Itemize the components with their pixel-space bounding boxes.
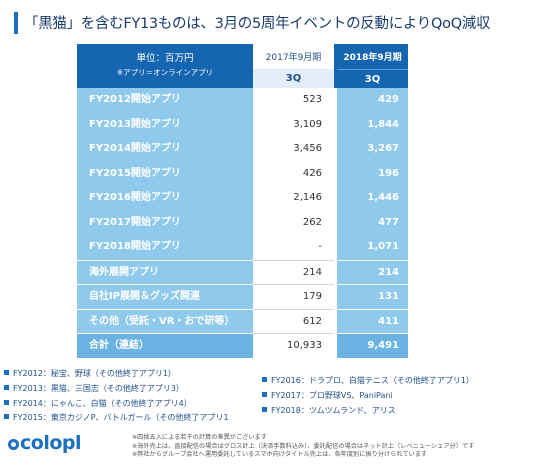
- value-2017: 214: [253, 259, 334, 284]
- table-row: FY2012開始アプリ 523 429: [77, 88, 408, 113]
- value-2017: 523: [253, 88, 334, 113]
- row-label: FY2012開始アプリ: [77, 88, 253, 113]
- legend-item: FY2016：ドラプロ、白猫テニス（その他終了アプリ1）: [262, 375, 474, 386]
- value-2018: 477: [337, 210, 408, 235]
- value-2017: 612: [253, 308, 334, 333]
- bullet-icon: [262, 392, 267, 397]
- legend-text: FY2014：にゃんこ、白猫（その他終了アプリ4）: [13, 399, 192, 408]
- table-row: 合計（連結） 10,933 9,491: [77, 333, 408, 358]
- legend-item: FY2015：東京カジノP、バトルガール（その他終了アプリ1: [4, 412, 229, 423]
- table-row: FY2017開始アプリ 262 477: [77, 210, 408, 235]
- value-2017: 2,146: [253, 186, 334, 211]
- table-row: その他（受託・VR・おで研等） 612 411: [77, 308, 408, 333]
- table-row: FY2016開始アプリ 2,146 1,446: [77, 186, 408, 211]
- value-2017: 10,933: [253, 333, 334, 358]
- value-2018: 1,071: [337, 235, 408, 260]
- bullet-icon: [4, 370, 9, 375]
- value-2017: 3,109: [253, 112, 334, 137]
- logo-ring-icon: [8, 439, 19, 450]
- table-row: 自社IP展開＆グッズ関連 179 131: [77, 284, 408, 309]
- table-header: 単位：百万円 ※アプリ＝オンラインアプリ 2017年9月期 3Q 2018年9月…: [77, 44, 408, 88]
- value-2017: 426: [253, 161, 334, 186]
- column-2017-quarter: 3Q: [253, 69, 334, 88]
- table-body: FY2012開始アプリ 523 429 FY2013開始アプリ 3,109 1,844 FY…: [77, 88, 408, 358]
- table-row: 海外展開アプリ 214 214: [77, 259, 408, 284]
- value-2018: 196: [337, 161, 408, 186]
- value-2018: 429: [337, 88, 408, 113]
- row-label: 自社IP展開＆グッズ関連: [77, 284, 253, 309]
- column-2018-quarter: 3Q: [337, 69, 408, 89]
- value-2017: 3,456: [253, 137, 334, 162]
- legend-text: FY2013：黒猫、三国志（その他終了アプリ3）: [13, 384, 184, 393]
- title-accent-bar: [14, 12, 18, 34]
- value-2018: 131: [337, 284, 408, 309]
- row-label: その他（受託・VR・おで研等）: [77, 308, 253, 333]
- legend-item: FY2012：秘宝、野球（その他終了アプリ1）: [4, 368, 176, 379]
- column-2017-period: 2017年9月期: [265, 53, 322, 63]
- bullet-icon: [262, 377, 267, 382]
- legend-text: FY2016：ドラプロ、白猫テニス（その他終了アプリ1）: [271, 376, 474, 385]
- value-2018: 1,446: [337, 186, 408, 211]
- value-2017: -: [253, 235, 334, 260]
- row-label: FY2018開始アプリ: [77, 235, 253, 260]
- logo-text: colopl: [20, 432, 82, 454]
- value-2018: 3,267: [337, 137, 408, 162]
- row-label: FY2017開始アプリ: [77, 210, 253, 235]
- bullet-icon: [262, 407, 267, 412]
- footnote-line: ※海外売上は、直接配信の場合はグロス計上（決済手数料込み）、委託配信の場合はネッ…: [132, 442, 475, 450]
- value-2017: 262: [253, 210, 334, 235]
- value-2017: 179: [253, 284, 334, 309]
- footnote-line: ※四捨五入による若干の計算の差異がございます: [132, 434, 267, 441]
- footnote-line: ※弊社からグループ会社へ運用委託しているスマホ向けタイトル売上は、各年度別に振り…: [132, 451, 428, 458]
- column-2018: 2018年9月期 3Q: [337, 44, 408, 88]
- value-2018: 411: [337, 308, 408, 333]
- table-row: FY2013開始アプリ 3,109 1,844: [77, 112, 408, 137]
- value-2018: 214: [337, 259, 408, 284]
- bullet-icon: [4, 414, 9, 419]
- row-label: 海外展開アプリ: [77, 259, 253, 284]
- legend-item: FY2013：黒猫、三国志（その他終了アプリ3）: [4, 383, 184, 394]
- bullet-icon: [4, 400, 9, 405]
- legend-text: FY2012：秘宝、野球（その他終了アプリ1）: [13, 369, 176, 378]
- colopl-logo: colopl: [8, 432, 82, 454]
- value-2018: 9,491: [337, 333, 408, 358]
- row-label: 合計（連結）: [77, 333, 253, 358]
- table-row: FY2015開始アプリ 426 196: [77, 161, 408, 186]
- bullet-icon: [4, 385, 9, 390]
- unit-label: 単位：百万円: [136, 53, 194, 64]
- table-row: FY2018開始アプリ -1,071: [77, 235, 408, 260]
- row-label: FY2013開始アプリ: [77, 112, 253, 137]
- column-2018-period: 2018年9月期: [343, 53, 402, 63]
- row-label: FY2016開始アプリ: [77, 186, 253, 211]
- legend-text: FY2017：プロ野球VS、PaniPani: [271, 391, 393, 400]
- row-label: FY2015開始アプリ: [77, 161, 253, 186]
- legend-text: FY2015：東京カジノP、バトルガール（その他終了アプリ1: [13, 413, 229, 422]
- legend-item: FY2018：ツムツムランド、アリス: [262, 405, 396, 416]
- column-2017: 2017年9月期 3Q: [253, 44, 334, 88]
- revenue-table: 単位：百万円 ※アプリ＝オンラインアプリ 2017年9月期 3Q 2018年9月…: [77, 44, 408, 358]
- app-note: ※アプリ＝オンラインアプリ: [116, 68, 214, 77]
- table-row: FY2014開始アプリ 3,456 3,267: [77, 137, 408, 162]
- value-2018: 1,844: [337, 112, 408, 137]
- legend-item: FY2017：プロ野球VS、PaniPani: [262, 390, 393, 401]
- legend-text: FY2018：ツムツムランド、アリス: [271, 406, 396, 415]
- legend-item: FY2014：にゃんこ、白猫（その他終了アプリ4）: [4, 398, 192, 409]
- page-title: 「黒猫」を含むFY13ものは、3月の5周年イベントの反動によりQoQ減収: [24, 16, 491, 32]
- row-label: FY2014開始アプリ: [77, 137, 253, 162]
